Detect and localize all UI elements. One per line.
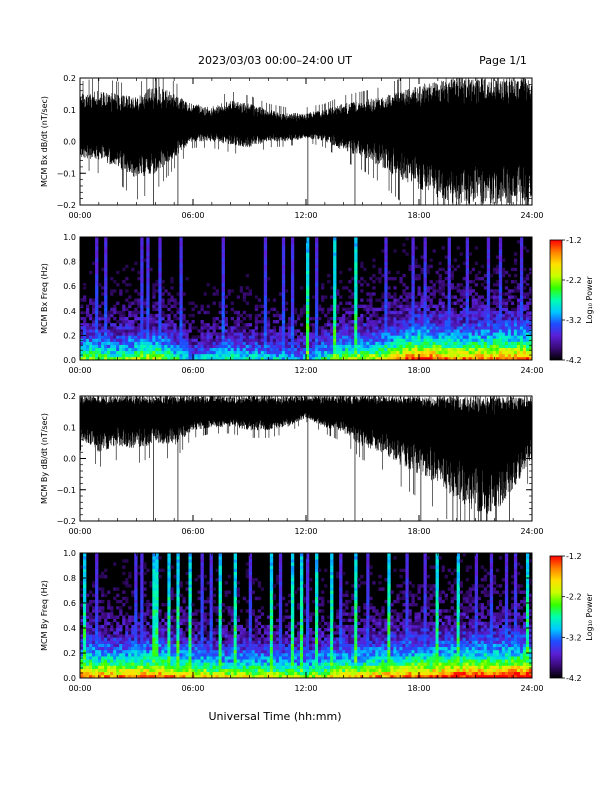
- x-axis: 00:00 06:00 12:00 18:00 24:00: [68, 78, 544, 220]
- y-axis-label: MCM Bx dB/dt (nT/sec): [40, 96, 49, 187]
- x-tick-label: 24:00: [520, 366, 543, 375]
- y-tick-label: 1.0: [63, 549, 76, 558]
- colorbar-tick-label: -1.2: [566, 552, 582, 561]
- colorbar-label: Log₁₀ Power: [585, 276, 594, 324]
- x-tick-label: 00:00: [68, 684, 91, 693]
- panel-3: 0.2 0.1 0.0 −0.1 −0.2 MCM By dB/dt (nT/sec) 00…: [40, 392, 544, 536]
- x-tick-label: 12:00: [294, 684, 317, 693]
- waveform-trace: [80, 396, 532, 521]
- y-tick-label: −0.2: [57, 201, 76, 210]
- y-tick-label: −0.2: [57, 517, 76, 526]
- page-title: 2023/03/03 00:00–24:00 UT: [198, 54, 352, 67]
- x-tick-label: 24:00: [520, 684, 543, 693]
- x-tick-label: 00:00: [68, 366, 91, 375]
- x-tick-label: 24:00: [520, 527, 543, 536]
- x-tick-label: 12:00: [294, 527, 317, 536]
- y-tick-label: 0.0: [63, 356, 76, 365]
- x-tick-label: 06:00: [181, 366, 204, 375]
- y-tick-label: 0.0: [63, 455, 76, 464]
- y-axis: 1.0 0.8 0.6 0.4 0.2 0.0 MCM Bx Freq (Hz): [40, 233, 532, 365]
- colorbar-label: Log₁₀ Power: [585, 593, 594, 641]
- y-tick-label: 0.2: [63, 649, 76, 658]
- colorbar-tick-label: -3.2: [566, 633, 582, 642]
- x-tick-label: 12:00: [294, 366, 317, 375]
- colorbar-tick-label: -4.2: [566, 674, 582, 683]
- waveform-spikes: [153, 125, 510, 205]
- y-axis-label: MCM By Freq (Hz): [40, 580, 49, 651]
- y-tick-label: 0.0: [63, 138, 76, 147]
- colorbar-tick-label: -2.2: [566, 276, 582, 285]
- colorbar: -1.2 -2.2 -3.2 -4.2 Log₁₀ Power: [549, 552, 594, 683]
- colorbar-gradient: [549, 239, 563, 361]
- y-tick-label: 0.0: [63, 674, 76, 683]
- x-tick-label: 18:00: [407, 527, 430, 536]
- y-tick-label: 0.6: [63, 599, 76, 608]
- y-axis: 0.2 0.1 0.0 −0.1 −0.2 MCM Bx dB/dt (nT/sec): [40, 74, 532, 210]
- x-tick-label: 00:00: [68, 211, 91, 220]
- page-number: Page 1/1: [479, 54, 527, 67]
- x-tick-label: 18:00: [407, 684, 430, 693]
- colorbar: -1.2 -2.2 -3.2 -4.2 Log₁₀ Power: [549, 236, 594, 365]
- x-tick-label: 06:00: [181, 211, 204, 220]
- y-tick-label: 0.1: [63, 106, 76, 115]
- x-axis-label: Universal Time (hh:mm): [209, 710, 342, 723]
- y-tick-label: 0.4: [63, 307, 76, 316]
- y-tick-label: 0.8: [63, 574, 76, 583]
- y-tick-label: 0.1: [63, 423, 76, 432]
- x-tick-label: 00:00: [68, 527, 91, 536]
- y-axis: 1.0 0.8 0.6 0.4 0.2 0.0 MCM By Freq (Hz): [40, 549, 532, 683]
- y-axis-label: MCM Bx Freq (Hz): [40, 263, 49, 334]
- waveform-series: [80, 78, 532, 205]
- spectrogram: [80, 237, 532, 360]
- waveform-spikes: [153, 408, 510, 521]
- y-tick-label: 0.4: [63, 624, 76, 633]
- colorbar-tick-label: -3.2: [566, 316, 582, 325]
- colorbar-tick-label: -1.2: [566, 236, 582, 245]
- y-tick-label: 0.2: [63, 74, 76, 83]
- x-tick-label: 06:00: [181, 527, 204, 536]
- y-tick-label: 0.8: [63, 258, 76, 267]
- y-axis: 0.2 0.1 0.0 −0.1 −0.2 MCM By dB/dt (nT/sec): [40, 392, 532, 526]
- x-tick-label: 24:00: [520, 211, 543, 220]
- waveform-trace: [80, 78, 532, 205]
- x-tick-label: 18:00: [407, 366, 430, 375]
- y-tick-label: 0.2: [63, 331, 76, 340]
- x-axis: 00:00 06:00 12:00 18:00 24:00: [68, 553, 544, 693]
- x-tick-label: 06:00: [181, 684, 204, 693]
- x-axis: 00:00 06:00 12:00 18:00 24:00: [68, 237, 544, 375]
- x-tick-label: 12:00: [294, 211, 317, 220]
- waveform-series: [80, 396, 532, 521]
- y-axis-label: MCM By dB/dt (nT/sec): [40, 413, 49, 504]
- y-tick-label: −0.1: [57, 486, 76, 495]
- colorbar-tick-label: -2.2: [566, 593, 582, 602]
- colorbar-tick-label: -4.2: [566, 356, 582, 365]
- spectrogram: [80, 553, 532, 678]
- panels: 0.2 0.1 0.0 −0.1 −0.2 MCM Bx dB/dt (nT/sec) 00…: [40, 74, 594, 693]
- y-tick-label: 0.6: [63, 282, 76, 291]
- y-tick-label: −0.1: [57, 169, 76, 178]
- panel-1: 0.2 0.1 0.0 −0.1 −0.2 MCM Bx dB/dt (nT/sec) 00…: [40, 74, 544, 220]
- y-tick-label: 0.2: [63, 392, 76, 401]
- x-axis: 00:00 06:00 12:00 18:00 24:00: [68, 396, 544, 536]
- colorbar-gradient: [549, 555, 563, 679]
- y-tick-label: 1.0: [63, 233, 76, 242]
- x-tick-label: 18:00: [407, 211, 430, 220]
